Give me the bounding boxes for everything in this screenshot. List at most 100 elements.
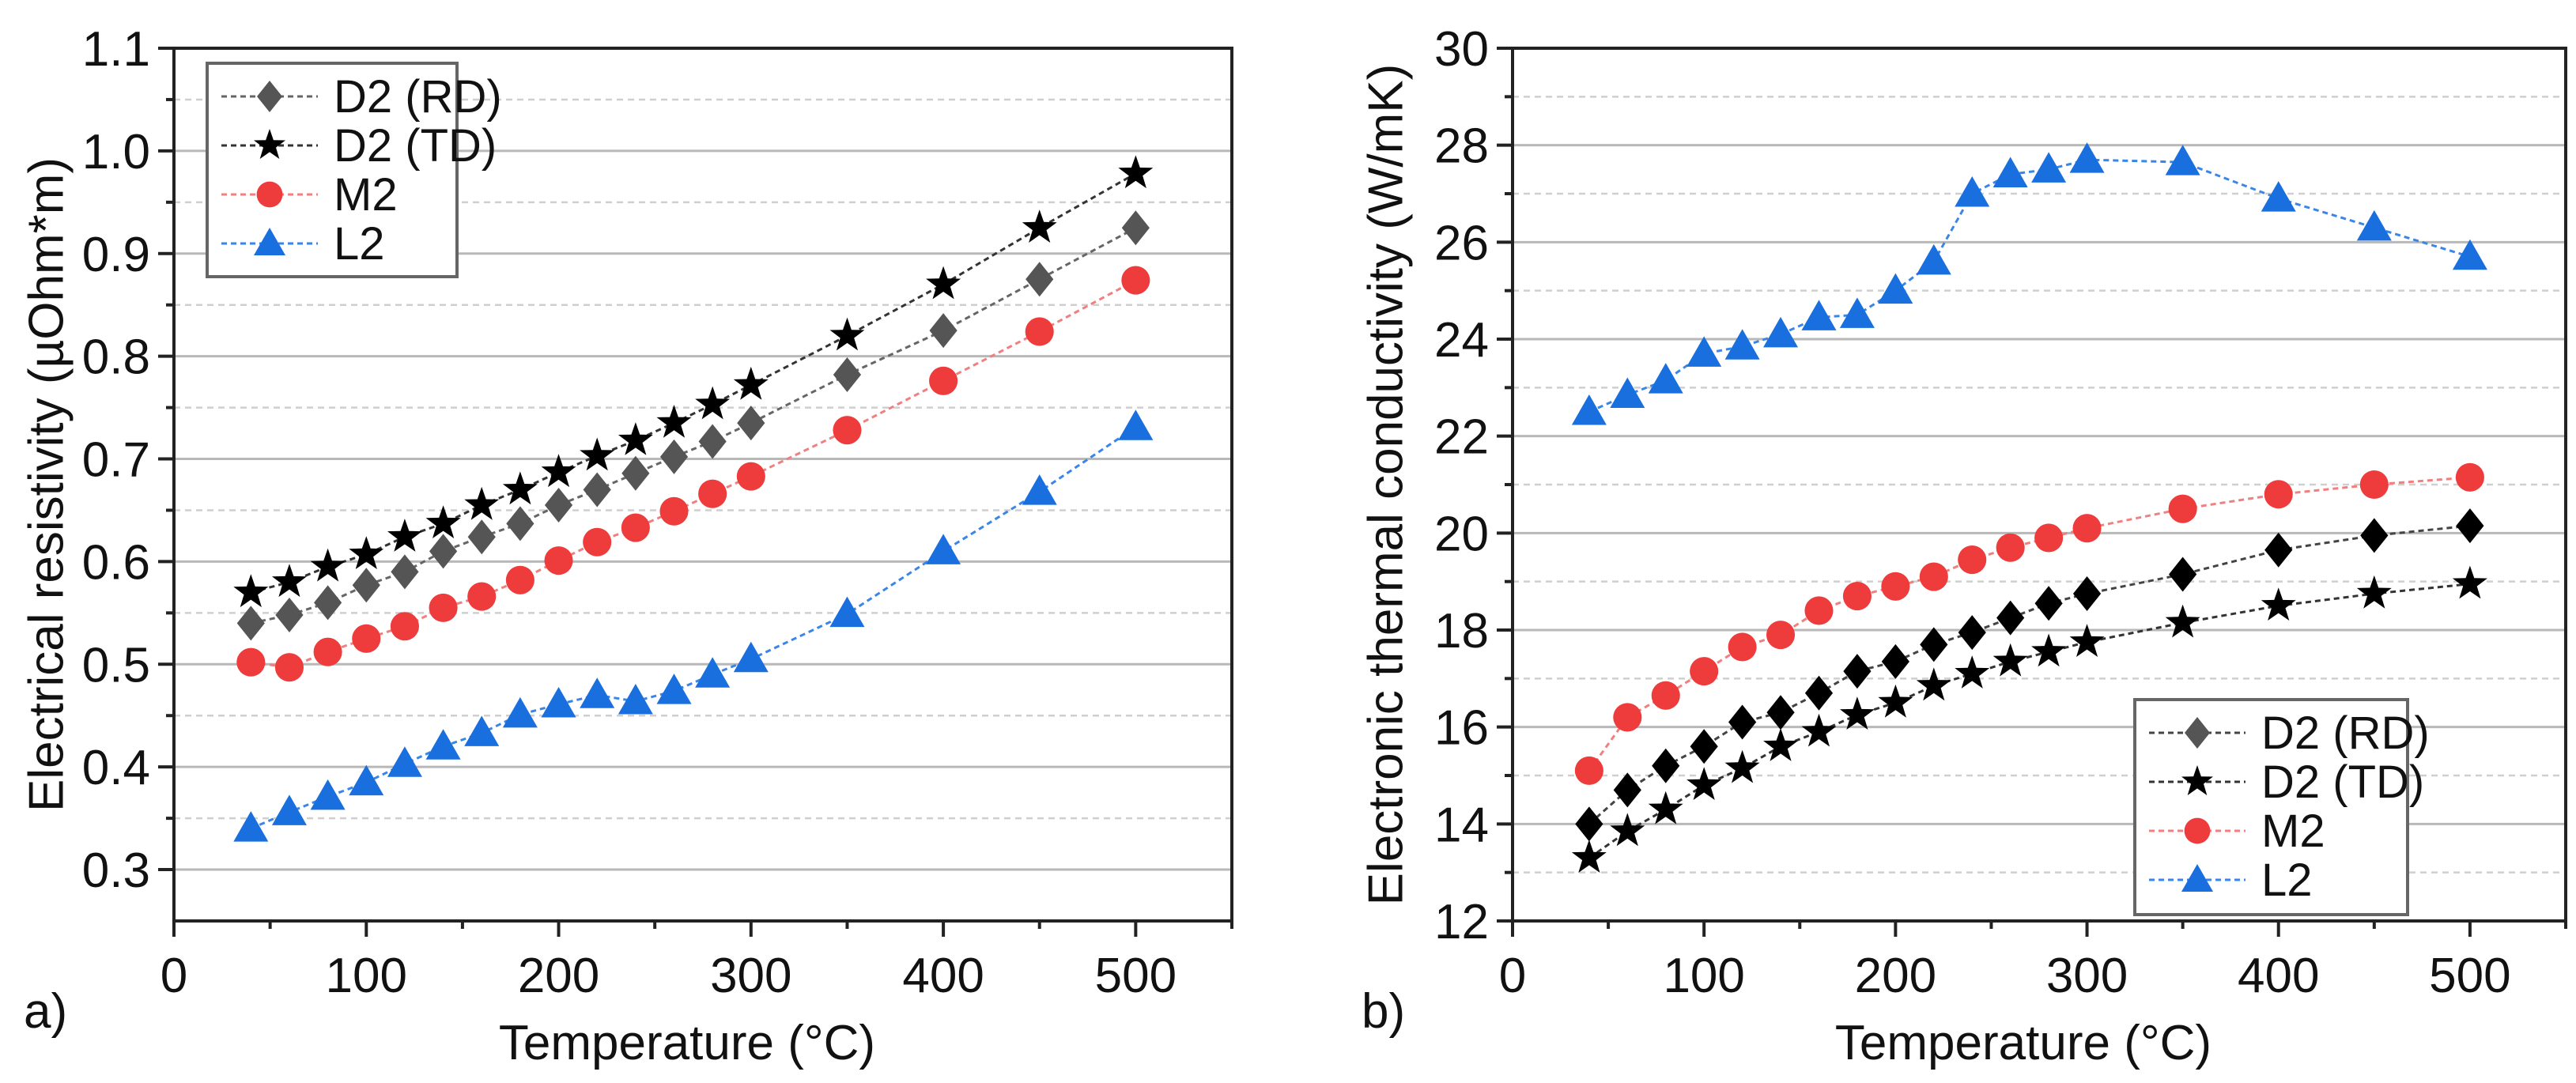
x-tick-label: 500 [2429,949,2510,1003]
x-tick-label: 500 [1095,949,1177,1003]
data-point [1801,713,1837,747]
data-point [236,606,265,641]
data-point [2452,565,2487,599]
data-point [1801,300,1837,330]
data-point [659,439,689,474]
data-point [391,554,419,590]
legend-label: M2 [2261,806,2325,857]
data-point [929,366,958,395]
data-point [313,637,342,666]
x-tick-label: 200 [518,949,599,1003]
data-point [387,746,422,777]
data-point [233,811,269,842]
data-point [2360,518,2389,553]
y-tick-label: 0.3 [82,843,150,898]
series-m2 [1574,462,2484,785]
data-point [544,487,573,523]
data-point [1843,654,1872,689]
legend-label: M2 [334,169,398,221]
legend-label: D2 (RD) [334,71,502,123]
panel-label: a) [24,984,67,1039]
data-point [736,462,765,491]
data-point [544,546,573,575]
data-point [1840,696,1875,730]
data-point [1025,262,1054,297]
data-point [349,764,384,796]
data-point [2452,239,2487,270]
y-tick-label: 28 [1434,119,1489,174]
data-point [2072,514,2102,543]
data-point [2169,557,2197,592]
x-tick-label: 400 [902,949,984,1003]
series-d2-rd- [236,210,1150,641]
data-point [464,715,500,746]
data-point [1955,176,1990,207]
y-tick-label: 0.7 [82,433,150,488]
data-point [236,647,266,677]
y-tick-label: 22 [1434,410,1489,465]
legend-label: D2 (RD) [2261,708,2430,759]
series-line [250,426,1137,830]
series-l2 [1571,142,2487,425]
legend-box [206,62,459,278]
data-point [1958,615,1986,651]
data-point [2261,587,2296,621]
data-point [387,519,422,552]
y-tick-label: 24 [1434,313,1489,368]
data-point [1610,377,1645,409]
x-tick-label: 0 [161,949,187,1003]
data-point [467,519,496,555]
data-point [2264,480,2293,509]
series-line [1588,524,2471,825]
legend-marker-circle-icon [256,181,283,208]
data-point [1574,756,1603,785]
data-point [1571,840,1607,873]
data-point [580,677,615,708]
data-point [2165,604,2200,638]
data-point [1121,266,1150,295]
series-line [251,279,1137,669]
data-point [425,729,461,760]
data-point [2031,633,2067,667]
y-tick-label: 18 [1434,604,1489,658]
data-point [272,564,307,598]
data-point [618,422,653,455]
data-point [2034,586,2063,621]
data-point [2356,575,2392,609]
data-point [829,596,865,628]
data-point [659,496,689,526]
legend-marker-circle-icon [2184,817,2211,844]
data-point [2072,576,2102,611]
data-point [1955,655,1990,689]
data-point [1571,394,1607,425]
data-point [2261,181,2296,212]
series-line [250,226,1137,625]
data-point [2359,470,2389,500]
series-d2-td- [1571,565,2487,873]
series-l2 [233,409,1154,842]
data-point [502,696,538,728]
data-point [314,585,342,621]
data-point [656,405,692,438]
data-point [1724,749,1760,783]
chart-panel-b: 0 100 200 300 400 500 12 14 16 18 20 22 24 26 28 30 Temp… [1359,22,2567,1070]
legend-label: D2 (TD) [334,120,497,172]
data-point [1958,545,1987,575]
y-tick-label: 0.8 [82,330,150,385]
x-tick-label: 300 [2046,949,2128,1003]
data-point [1763,728,1798,761]
x-tick-label: 400 [2238,949,2319,1003]
data-point [2165,145,2200,175]
data-point [833,357,862,393]
data-point [926,266,961,300]
data-point [2264,532,2293,568]
data-point [310,548,346,582]
data-point [583,472,611,508]
data-point [621,513,650,542]
y-tick-label: 30 [1434,22,1489,77]
data-point [1575,806,1603,842]
data-point [1919,562,1948,591]
data-point [733,641,769,673]
legend-marker-star-icon [2181,765,2213,795]
